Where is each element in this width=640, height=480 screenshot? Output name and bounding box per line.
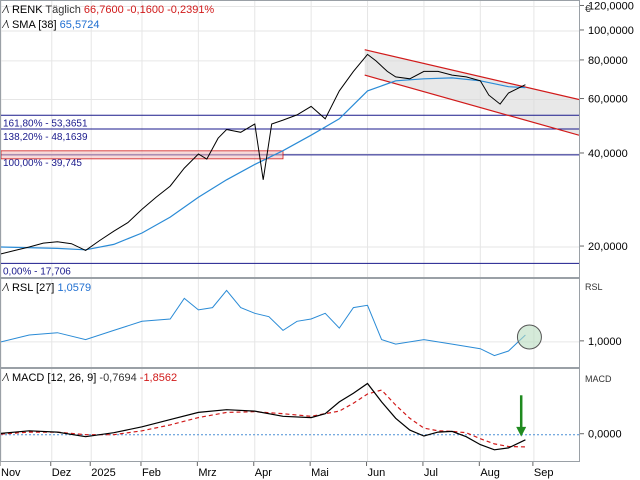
currency-label: €	[585, 4, 591, 15]
fib-level-label: 100,00% - 39,745	[3, 158, 82, 169]
fib-level-label: 138,20% - 48,1639	[3, 132, 88, 143]
macd-axis-name: MACD	[585, 374, 612, 384]
x-tick-label: Nov	[1, 467, 21, 479]
macd-chart[interactable]	[1, 369, 579, 461]
price-value: 66,7600	[83, 4, 124, 16]
line-icon: ⁄\	[4, 372, 9, 384]
x-tick-label: Mrz	[198, 467, 216, 479]
macd-label: MACD [12, 26, 9]	[11, 372, 97, 384]
x-tick-label: Jun	[368, 467, 386, 479]
y-tick-label: 80,0000	[588, 55, 628, 67]
rsl-panel[interactable]: ⁄\ RSL [27] 1,0579	[0, 278, 580, 368]
y-tick-label: 40,0000	[588, 148, 628, 160]
macd-line	[1, 382, 526, 451]
macd-axis: MACD 0,0000	[580, 368, 640, 462]
y-tick-label: 100,0000	[588, 25, 634, 37]
y-tick-label: 0,0000	[588, 429, 622, 441]
price-legend: ⁄\ RENK Täglich 66,7600 -0,1600 -0,2391%	[4, 4, 214, 16]
support-zone	[1, 150, 284, 160]
price-axis-svg: €120,0000 100,0000 80,0000 60,0000 40,0000 20…	[580, 0, 634, 253]
sma-value: 65,5724	[59, 19, 100, 31]
x-tick-label: Sep	[534, 467, 554, 479]
x-tick-label: Feb	[142, 467, 161, 479]
price-change: -0,1600	[126, 4, 165, 16]
x-tick-label: 2025	[91, 467, 115, 479]
symbol-label: RENK	[11, 4, 43, 16]
macd-signal-line	[1, 389, 526, 448]
price-axis: €120,0000 100,0000 80,0000 60,0000 40,0000 20…	[580, 0, 640, 278]
x-tick-label: Aug	[480, 467, 500, 479]
sma-legend: ⁄\ SMA [38] 65,5724	[4, 19, 99, 31]
trend-channel-line	[364, 49, 579, 101]
x-tick-label: Dez	[52, 467, 72, 479]
y-tick-label: 120,0000	[588, 0, 634, 12]
macd-panel[interactable]: ⁄\ MACD [12, 26, 9] -0,7694 -1,8562	[0, 368, 580, 462]
rsl-value: 1,0579	[57, 282, 92, 294]
x-axis: Nov Dez 2025 Feb Mrz Apr Mai Jun Jul Aug Sep	[0, 462, 554, 479]
trend-channel-area	[364, 49, 579, 136]
sma-line	[1, 77, 526, 251]
rsl-legend: ⁄\ RSL [27] 1,0579	[4, 282, 91, 294]
y-tick-label: 1,0000	[588, 336, 622, 348]
price-change-pct: -0,2391%	[167, 4, 215, 16]
rsl-label: RSL [27]	[11, 282, 55, 294]
fib-level-label: 161,80% - 53,3651	[3, 118, 88, 129]
rsl-axis: RSL 1,0000	[580, 278, 640, 368]
rsl-line	[1, 289, 526, 357]
x-tick-label: Apr	[255, 467, 272, 479]
price-panel[interactable]: 161,80% - 53,3651 138,20% - 48,1639 100,00…	[0, 0, 580, 278]
macd-value: -0,7694	[99, 372, 137, 384]
y-tick-label: 60,0000	[588, 94, 628, 106]
sma-label: SMA [38]	[11, 19, 57, 31]
fib-level-label: 0,00% - 17,706	[3, 266, 71, 277]
price-line	[1, 53, 526, 255]
rsl-axis-name: RSL	[585, 282, 603, 292]
y-tick-label: 20,0000	[588, 241, 628, 253]
line-icon: ⁄\	[4, 19, 9, 31]
rsl-chart[interactable]	[1, 279, 579, 367]
highlight-circle	[516, 324, 542, 350]
x-tick-label: Mai	[311, 467, 329, 479]
x-tick-label: Jul	[424, 467, 438, 479]
trend-channel-line	[364, 74, 579, 136]
line-icon: ⁄\	[4, 282, 9, 294]
macd-axis-svg: MACD 0,0000	[580, 374, 622, 441]
rsl-axis-svg: RSL 1,0000	[580, 282, 622, 348]
macd-legend: ⁄\ MACD [12, 26, 9] -0,7694 -1,8562	[4, 372, 177, 384]
interval-label: Täglich	[45, 4, 81, 16]
macd-signal-value: -1,8562	[139, 372, 178, 384]
price-chart[interactable]: 161,80% - 53,3651 138,20% - 48,1639 100,00…	[1, 1, 579, 277]
chart-icon: ⁄\	[4, 4, 9, 16]
signal-arrow-head	[516, 426, 527, 437]
